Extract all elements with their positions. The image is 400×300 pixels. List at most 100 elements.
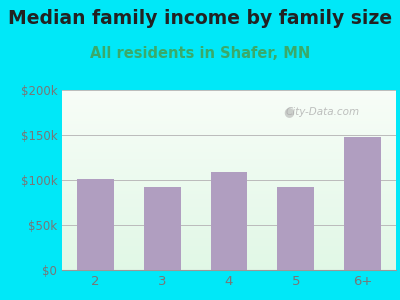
Bar	[62, 155, 396, 156]
Bar	[62, 253, 396, 254]
Bar	[62, 260, 396, 261]
Bar	[62, 162, 396, 163]
Bar	[62, 121, 396, 122]
Bar	[62, 259, 396, 260]
Bar	[62, 125, 396, 126]
Bar	[62, 157, 396, 158]
Bar	[62, 128, 396, 129]
Bar	[62, 223, 396, 224]
Bar	[62, 159, 396, 160]
Bar	[62, 248, 396, 249]
Bar	[62, 211, 396, 212]
Bar	[62, 235, 396, 236]
Bar	[62, 173, 396, 174]
Bar	[62, 242, 396, 243]
Bar	[62, 137, 396, 138]
Bar	[62, 217, 396, 218]
Bar	[62, 238, 396, 239]
Bar	[62, 180, 396, 181]
Bar	[62, 221, 396, 222]
Bar	[62, 144, 396, 145]
Bar	[62, 133, 396, 134]
Bar	[211, 172, 247, 270]
Bar	[62, 116, 396, 117]
Bar	[62, 105, 396, 106]
Bar	[62, 215, 396, 216]
Bar	[62, 268, 396, 269]
Bar	[62, 203, 396, 204]
Bar	[62, 220, 396, 221]
Bar	[62, 205, 396, 206]
Bar	[62, 191, 396, 192]
Bar	[62, 241, 396, 242]
Bar	[62, 232, 396, 233]
Bar	[62, 153, 396, 154]
Bar	[62, 98, 396, 99]
Bar	[62, 239, 396, 240]
Bar	[62, 149, 396, 150]
Bar	[62, 267, 396, 268]
Bar	[62, 115, 396, 116]
Bar	[62, 212, 396, 213]
Bar	[62, 126, 396, 127]
Bar	[62, 119, 396, 120]
Bar	[62, 258, 396, 259]
Bar	[62, 231, 396, 232]
Bar	[62, 176, 396, 177]
Bar	[62, 127, 396, 128]
Bar	[62, 100, 396, 101]
Bar	[62, 251, 396, 252]
Bar	[62, 208, 396, 209]
Bar	[62, 198, 396, 199]
Bar	[62, 240, 396, 241]
Bar	[62, 91, 396, 92]
Bar	[62, 224, 396, 225]
Bar	[62, 183, 396, 184]
Bar	[62, 117, 396, 118]
Bar	[62, 202, 396, 203]
Bar	[62, 171, 396, 172]
Bar	[62, 113, 396, 114]
Bar	[62, 202, 396, 203]
Bar	[62, 250, 396, 251]
Bar	[62, 130, 396, 131]
Bar	[62, 222, 396, 223]
Bar	[62, 109, 396, 110]
Bar	[62, 94, 396, 95]
Bar	[62, 262, 396, 263]
Bar	[62, 122, 396, 123]
Bar	[62, 255, 396, 256]
Bar	[62, 263, 396, 264]
Bar	[62, 132, 396, 133]
Bar	[62, 107, 396, 108]
Bar	[62, 247, 396, 248]
Text: All residents in Shafer, MN: All residents in Shafer, MN	[90, 46, 310, 62]
Bar	[62, 219, 396, 220]
Bar	[62, 244, 396, 245]
Bar	[62, 90, 396, 91]
Bar	[62, 174, 396, 175]
Bar	[62, 178, 396, 179]
Bar	[62, 189, 396, 190]
Bar	[62, 177, 396, 178]
Bar	[62, 129, 396, 130]
Bar	[62, 118, 396, 119]
Bar	[62, 147, 396, 148]
Bar	[62, 245, 396, 246]
Bar	[62, 184, 396, 185]
Bar	[62, 249, 396, 250]
Bar	[62, 146, 396, 147]
Bar	[62, 210, 396, 211]
Bar	[62, 264, 396, 265]
Bar	[62, 226, 396, 227]
Bar	[62, 120, 396, 121]
Bar	[62, 229, 396, 230]
Bar	[62, 233, 396, 234]
Bar	[62, 160, 396, 161]
Bar	[62, 199, 396, 200]
Bar	[62, 124, 396, 125]
Bar	[62, 142, 396, 143]
Bar	[62, 134, 396, 135]
Bar	[62, 246, 396, 247]
Bar	[62, 110, 396, 111]
